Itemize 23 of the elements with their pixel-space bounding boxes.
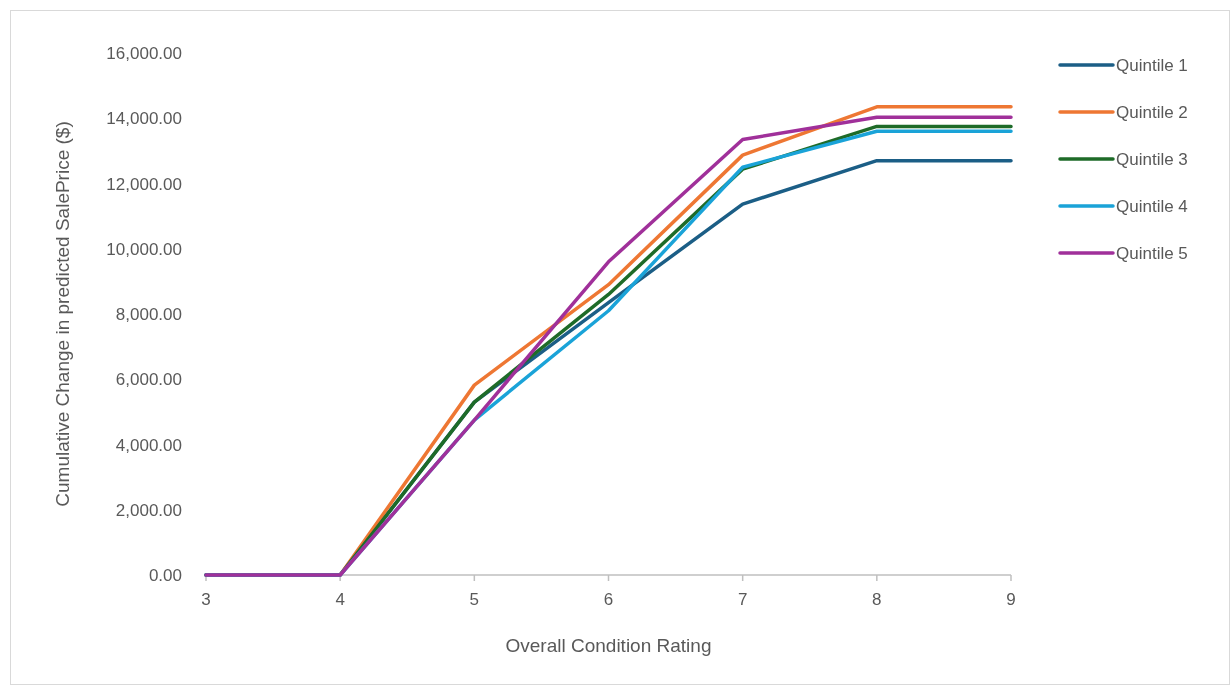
y-tick-label: 8,000.00 bbox=[115, 305, 182, 324]
x-tick-label: 3 bbox=[201, 590, 211, 609]
y-tick-label: 0.00 bbox=[148, 566, 182, 585]
legend-label: Quintile 5 bbox=[1116, 244, 1188, 263]
x-tick-label: 5 bbox=[469, 590, 480, 609]
y-tick-label: 12,000.00 bbox=[106, 174, 182, 194]
y-tick-label: 4,000.00 bbox=[115, 435, 182, 455]
y-axis-title: Cumulative Change in predicted SalePrice ($) bbox=[52, 121, 73, 507]
x-axis-title: Overall Condition Rating bbox=[505, 635, 712, 656]
y-tick-label: 16,000.00 bbox=[106, 44, 182, 63]
y-tick-label: 14,000.00 bbox=[106, 109, 182, 129]
x-tick-label: 6 bbox=[603, 590, 614, 609]
y-tick-label: 10,000.00 bbox=[106, 239, 182, 259]
y-tick-label: 6,000.00 bbox=[115, 370, 182, 390]
legend-label: Quintile 4 bbox=[1116, 197, 1188, 216]
x-tick-label: 8 bbox=[872, 590, 882, 609]
legend-label: Quintile 1 bbox=[1116, 56, 1188, 75]
x-tick-label: 7 bbox=[737, 590, 748, 609]
legend-label: Quintile 2 bbox=[1116, 103, 1188, 122]
x-tick-label: 4 bbox=[335, 590, 345, 609]
y-tick-label: 2,000.00 bbox=[115, 500, 182, 520]
x-tick-label: 9 bbox=[1006, 590, 1016, 609]
legend-label: Quintile 3 bbox=[1116, 150, 1188, 169]
